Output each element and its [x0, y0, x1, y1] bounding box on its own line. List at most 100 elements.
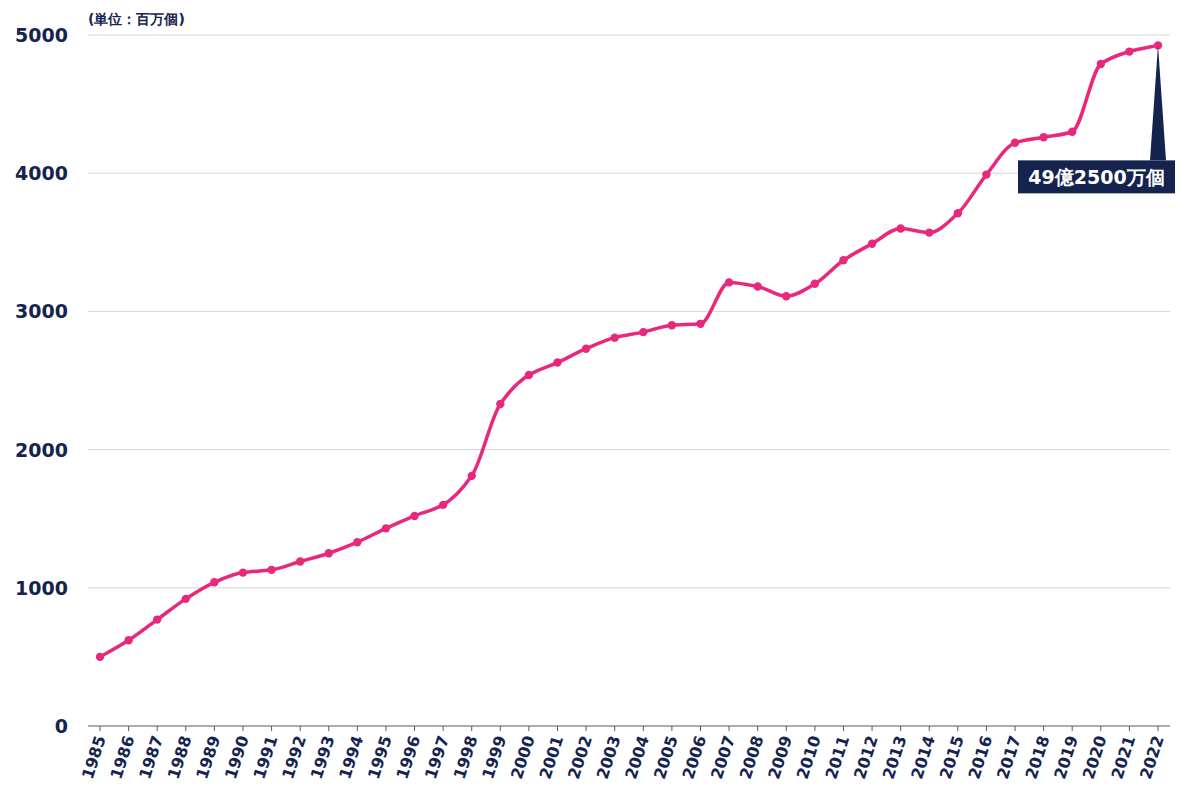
x-axis-line: [88, 725, 1170, 726]
x-tick-label: 1992: [278, 733, 310, 781]
point: [496, 400, 504, 408]
series-line: [100, 45, 1158, 657]
x-tick-label: 2008: [736, 733, 768, 781]
point: [582, 345, 590, 353]
x-tick: [357, 726, 358, 731]
point: [982, 170, 990, 178]
x-tick-label: 1987: [135, 733, 167, 781]
x-tick: [242, 726, 243, 731]
x-tick: [328, 726, 329, 731]
x-tick: [614, 726, 615, 731]
x-tick: [300, 726, 301, 731]
grid-line: [88, 173, 1170, 174]
point: [1039, 133, 1047, 141]
x-tick-label: 1986: [107, 733, 139, 781]
x-tick-label: 1996: [393, 733, 425, 781]
x-tick: [1043, 726, 1044, 731]
x-tick-label: 1989: [192, 733, 224, 781]
x-tick: [443, 726, 444, 731]
point: [925, 228, 933, 236]
x-tick: [814, 726, 815, 731]
point: [439, 501, 447, 509]
chart: (単位：百万個)01000200030004000500019851986198…: [0, 0, 1200, 802]
point: [1011, 139, 1019, 147]
x-tick-label: 2003: [593, 733, 625, 781]
x-tick-label: 2022: [1136, 733, 1168, 781]
point: [1068, 128, 1076, 136]
x-tick-label: 1990: [221, 733, 253, 781]
x-tick: [786, 726, 787, 731]
x-tick-label: 2006: [678, 733, 710, 781]
x-tick-label: 1991: [250, 733, 282, 781]
point: [553, 358, 561, 366]
point: [668, 321, 676, 329]
x-tick: [271, 726, 272, 731]
point: [296, 557, 304, 565]
point: [267, 566, 275, 574]
x-tick-label: 1995: [364, 733, 396, 781]
x-tick-label: 2021: [1107, 733, 1139, 781]
y-tick-label: 2000: [15, 439, 68, 461]
x-tick: [900, 726, 901, 731]
point: [611, 333, 619, 341]
plot-area: [96, 41, 1162, 661]
x-tick-label: 2015: [936, 733, 968, 781]
point: [325, 549, 333, 557]
point: [96, 653, 104, 661]
point: [696, 320, 704, 328]
point: [1125, 47, 1133, 55]
x-tick-label: 2013: [879, 733, 911, 781]
x-tick-label: 2014: [907, 733, 939, 781]
x-tick-label: 1997: [421, 733, 453, 781]
x-tick-label: 2007: [707, 733, 739, 781]
x-tick: [1015, 726, 1016, 731]
grid-line: [88, 311, 1170, 312]
x-tick: [128, 726, 129, 731]
point: [124, 636, 132, 644]
x-tick: [214, 726, 215, 731]
x-tick-label: 2004: [621, 733, 653, 781]
x-tick: [643, 726, 644, 731]
x-tick: [957, 726, 958, 731]
annotation-pointer: [1150, 45, 1166, 160]
x-tick: [157, 726, 158, 731]
x-tick-label: 1999: [478, 733, 510, 781]
x-tick-label: 2016: [964, 733, 996, 781]
x-tick-label: 1988: [164, 733, 196, 781]
x-tick: [757, 726, 758, 731]
x-tick: [557, 726, 558, 731]
x-tick-label: 2011: [821, 733, 853, 781]
point: [153, 615, 161, 623]
x-tick: [729, 726, 730, 731]
x-tick: [100, 726, 101, 731]
x-tick: [1072, 726, 1073, 731]
x-tick-label: 2002: [564, 733, 596, 781]
point: [210, 578, 218, 586]
point: [525, 371, 533, 379]
x-tick: [471, 726, 472, 731]
x-tick: [1100, 726, 1101, 731]
point: [639, 328, 647, 336]
point: [782, 292, 790, 300]
x-tick-label: 2000: [507, 733, 539, 781]
x-tick: [700, 726, 701, 731]
x-tick-label: 2001: [535, 733, 567, 781]
y-tick-label: 5000: [15, 24, 68, 46]
x-tick-label: 2005: [650, 733, 682, 781]
point: [239, 568, 247, 576]
x-tick: [500, 726, 501, 731]
y-tick-label: 3000: [15, 300, 68, 322]
x-tick-label: 2020: [1079, 733, 1111, 781]
x-tick-label: 1985: [78, 733, 110, 781]
y-tick-label: 0: [55, 715, 68, 737]
x-tick: [1158, 726, 1159, 731]
x-tick-label: 2017: [993, 733, 1025, 781]
point: [468, 472, 476, 480]
y-axis-label: (単位：百万個): [88, 11, 185, 27]
point: [896, 224, 904, 232]
point: [353, 538, 361, 546]
x-tick: [872, 726, 873, 731]
x-tick-label: 2018: [1022, 733, 1054, 781]
x-tick-label: 1998: [450, 733, 482, 781]
x-tick: [929, 726, 930, 731]
